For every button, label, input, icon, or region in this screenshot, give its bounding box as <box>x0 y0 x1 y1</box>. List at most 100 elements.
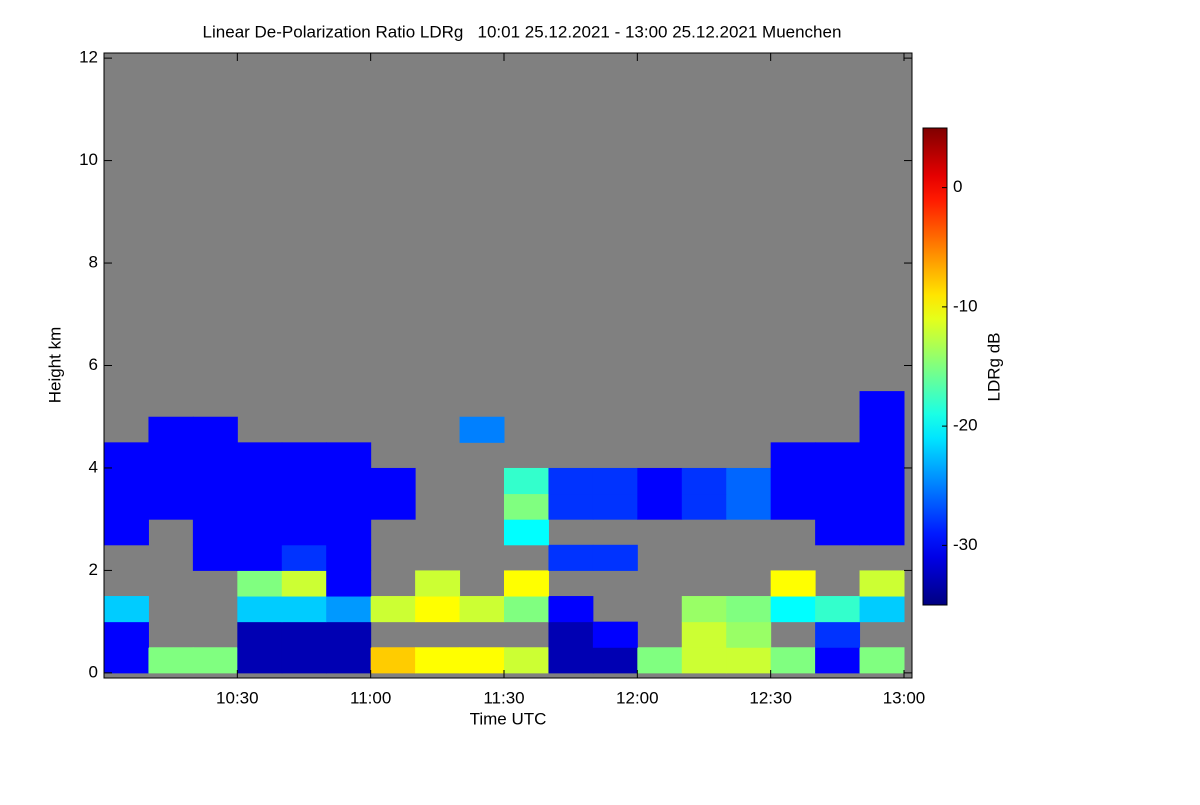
heatmap-cell <box>592 544 638 571</box>
heatmap-cell <box>770 647 816 674</box>
heatmap-cell <box>681 493 727 520</box>
heatmap-cell <box>192 493 238 520</box>
heatmap-cell <box>504 596 549 623</box>
heatmap-cell <box>281 621 327 648</box>
heatmap-cell <box>281 493 327 520</box>
heatmap-cell <box>726 621 772 648</box>
heatmap-cell <box>237 596 283 623</box>
heatmap-cell <box>370 647 416 674</box>
heatmap-cell <box>415 596 461 623</box>
heatmap-cell <box>815 493 861 520</box>
heatmap-cell <box>104 519 149 546</box>
heatmap-cell <box>859 519 905 546</box>
heatmap-cell <box>815 647 861 674</box>
heatmap-cell <box>192 647 238 674</box>
y-tick-label: 10 <box>79 150 98 169</box>
heatmap-cell <box>326 544 372 571</box>
heatmap-cell <box>415 570 461 597</box>
heatmap-cell <box>592 647 638 674</box>
heatmap-cell <box>770 570 816 597</box>
heatmap-cell <box>281 596 327 623</box>
heatmap-cell <box>326 493 372 520</box>
heatmap-cell <box>815 467 861 495</box>
heatmap-cell <box>281 570 327 597</box>
heatmap-cell <box>548 493 594 520</box>
heatmap-cell <box>104 467 149 495</box>
heatmap-cell <box>415 647 461 674</box>
heatmap-cell <box>637 493 683 520</box>
heatmap-cell <box>726 596 772 623</box>
heatmap-cell <box>326 621 372 648</box>
heatmap-cell <box>637 467 683 495</box>
heatmap-cell <box>237 442 283 469</box>
heatmap-cell <box>148 467 194 495</box>
heatmap-cell <box>770 467 816 495</box>
heatmap-cell <box>459 416 505 443</box>
colorbar-tick-label: -10 <box>953 296 978 315</box>
heatmap-cell <box>504 467 549 495</box>
y-tick-label: 8 <box>89 253 98 272</box>
heatmap-cell <box>281 467 327 495</box>
heatmap-cell <box>504 519 549 546</box>
heatmap-cell <box>281 544 327 571</box>
heatmap-cell <box>681 621 727 648</box>
heatmap-cell <box>281 647 327 674</box>
heatmap-cell <box>592 467 638 495</box>
heatmap-cell <box>104 493 149 520</box>
heatmap-cell <box>192 519 238 546</box>
x-tick-label: 11:00 <box>350 688 391 707</box>
chart-title: Linear De-Polarization Ratio LDRg 10:01 … <box>203 22 842 41</box>
heatmap-cell <box>237 621 283 648</box>
heatmap-cell <box>148 493 194 520</box>
heatmap-cell <box>370 493 416 520</box>
heatmap-cell <box>815 519 861 546</box>
heatmap-cell <box>326 570 372 597</box>
heatmap-cell <box>326 467 372 495</box>
x-tick-label: 11:30 <box>483 688 524 707</box>
heatmap-cell <box>859 493 905 520</box>
heatmap-cell <box>237 467 283 495</box>
heatmap-cell <box>281 519 327 546</box>
colorbar-tick-label: 0 <box>953 177 962 196</box>
x-axis-label: Time UTC <box>470 709 547 728</box>
x-tick-label: 10:30 <box>216 688 259 707</box>
heatmap-cell <box>815 442 861 469</box>
x-tick-label: 12:30 <box>749 688 792 707</box>
heatmap-cell <box>859 647 905 674</box>
heatmap-cell <box>459 596 505 623</box>
y-tick-label: 0 <box>89 662 98 681</box>
heatmap-cell <box>548 647 594 674</box>
heatmap-cell <box>637 647 683 674</box>
heatmap-cell <box>504 570 549 597</box>
heatmap-cell <box>237 493 283 520</box>
y-tick-label: 2 <box>89 560 98 579</box>
heatmap-cell <box>548 621 594 648</box>
heatmap-cell <box>592 621 638 648</box>
heatmap-cell <box>281 442 327 469</box>
heatmap-cell <box>548 544 594 571</box>
colorbar-tick-label: -20 <box>953 416 978 435</box>
heatmap-cell <box>192 467 238 495</box>
heatmap-cell <box>104 647 149 674</box>
heatmap-cell <box>770 596 816 623</box>
heatmap-cell <box>859 442 905 469</box>
heatmap-cell <box>326 442 372 469</box>
heatmap-cell <box>726 467 772 495</box>
heatmap-cell <box>504 647 549 674</box>
heatmap-cell <box>548 467 594 495</box>
heatmap-cell <box>237 570 283 597</box>
x-tick-label: 12:00 <box>616 688 659 707</box>
heatmap-cell <box>726 647 772 674</box>
heatmap-cell <box>770 493 816 520</box>
heatmap-cell <box>681 647 727 674</box>
heatmap-cell <box>237 647 283 674</box>
heatmap-cell <box>192 442 238 469</box>
heatmap-cell <box>192 544 238 571</box>
heatmap-cell <box>681 467 727 495</box>
heatmap-cell <box>192 416 238 443</box>
heatmap-cell <box>815 621 861 648</box>
heatmap-cell <box>859 570 905 597</box>
x-tick-label: 13:00 <box>883 688 926 707</box>
heatmap-cell <box>859 391 905 418</box>
